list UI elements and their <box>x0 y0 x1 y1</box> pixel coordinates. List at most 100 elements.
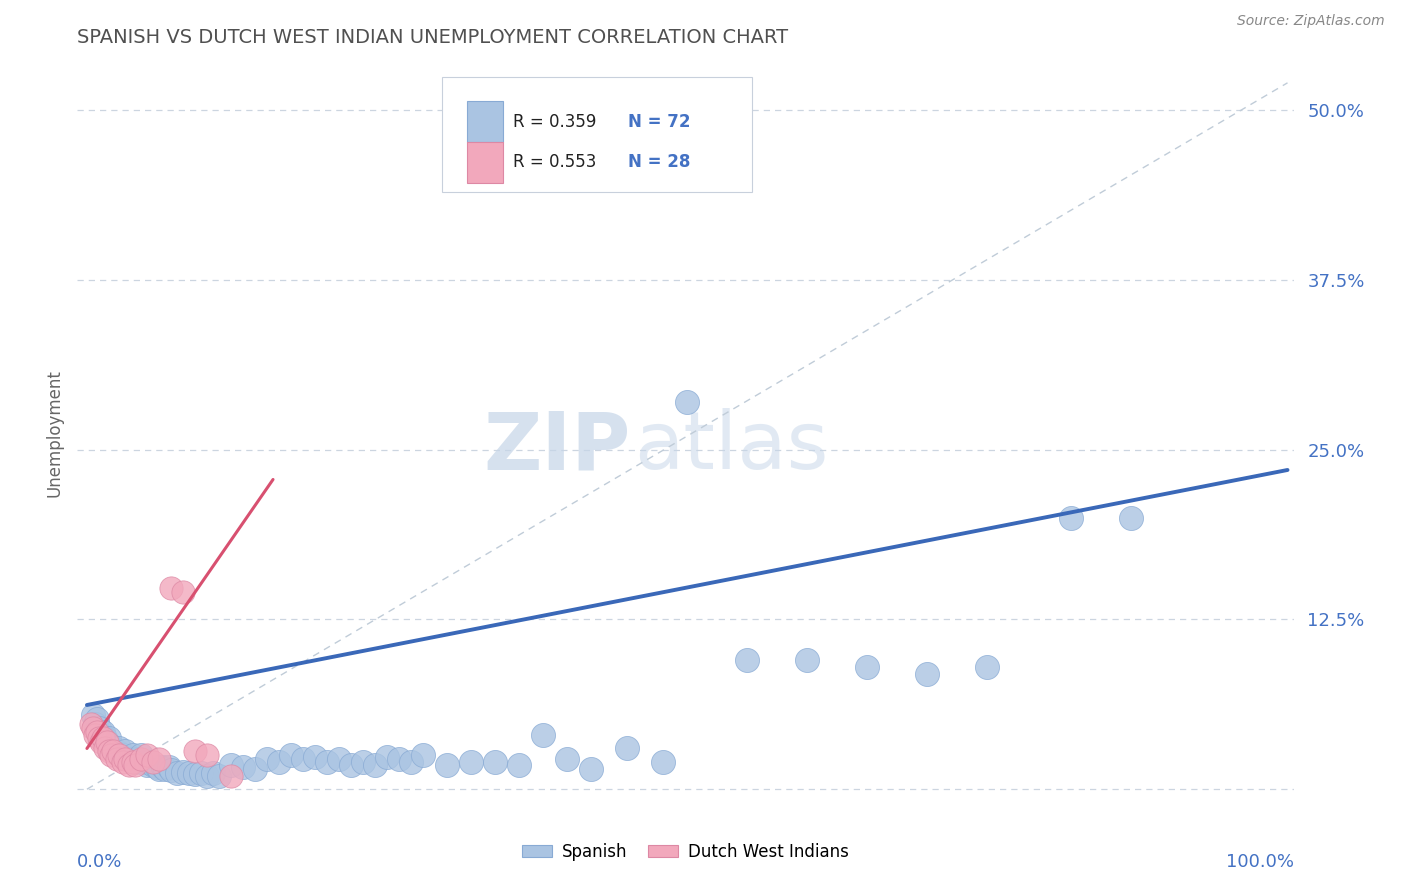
Point <box>280 748 302 763</box>
Point <box>676 395 699 409</box>
Point <box>484 755 506 769</box>
Point <box>412 748 434 763</box>
Point <box>796 653 818 667</box>
Point <box>616 741 638 756</box>
Point <box>96 734 118 748</box>
Point <box>219 757 242 772</box>
Point <box>172 764 194 779</box>
Point <box>184 767 207 781</box>
Point <box>94 741 117 756</box>
Point <box>118 752 141 766</box>
Point <box>114 744 136 758</box>
Point <box>304 749 326 764</box>
Point <box>177 765 200 780</box>
Point <box>97 731 120 745</box>
Point <box>157 760 180 774</box>
Point <box>86 712 108 726</box>
Point <box>856 660 879 674</box>
Point <box>91 725 114 739</box>
Point <box>579 762 602 776</box>
Point <box>96 734 118 748</box>
Text: N = 72: N = 72 <box>628 112 690 130</box>
Point <box>129 752 152 766</box>
Point <box>555 752 578 766</box>
Point <box>352 755 374 769</box>
Point <box>90 734 112 748</box>
Point <box>243 762 266 776</box>
Point <box>94 731 117 745</box>
Text: Source: ZipAtlas.com: Source: ZipAtlas.com <box>1237 14 1385 29</box>
Point <box>219 769 242 783</box>
Point <box>105 744 128 758</box>
Point <box>172 585 194 599</box>
Point <box>652 755 675 769</box>
Point <box>100 739 122 753</box>
Point <box>531 728 554 742</box>
Point <box>195 748 218 763</box>
Point <box>108 748 131 763</box>
Point <box>152 760 174 774</box>
Point <box>84 717 107 731</box>
Point <box>148 762 170 776</box>
Point <box>142 757 165 772</box>
Point <box>256 752 278 766</box>
Point <box>436 757 458 772</box>
Point <box>142 755 165 769</box>
Point <box>82 721 104 735</box>
Point <box>160 763 183 777</box>
Point <box>105 752 128 766</box>
Point <box>111 748 134 763</box>
Point <box>124 755 146 769</box>
Text: SPANISH VS DUTCH WEST INDIAN UNEMPLOYMENT CORRELATION CHART: SPANISH VS DUTCH WEST INDIAN UNEMPLOYMEN… <box>77 28 789 47</box>
Point <box>111 755 134 769</box>
Point <box>108 741 131 756</box>
Bar <box>467 142 503 183</box>
Text: N = 28: N = 28 <box>628 153 690 171</box>
Point <box>160 581 183 595</box>
Point <box>148 752 170 766</box>
Point <box>129 748 152 763</box>
Point <box>87 731 110 745</box>
Point <box>195 769 218 783</box>
Point <box>87 721 110 735</box>
Point <box>364 757 387 772</box>
Text: atlas: atlas <box>634 409 828 486</box>
Point <box>153 762 176 776</box>
Point <box>232 760 254 774</box>
Text: R = 0.553: R = 0.553 <box>513 153 596 171</box>
Point <box>735 653 758 667</box>
Point <box>184 744 207 758</box>
Point <box>114 752 136 766</box>
Point <box>1121 510 1143 524</box>
Point <box>82 707 104 722</box>
Point <box>138 755 160 769</box>
Point <box>91 731 114 745</box>
Point <box>121 755 143 769</box>
Point <box>97 744 120 758</box>
Point <box>118 757 141 772</box>
Text: R = 0.359: R = 0.359 <box>513 112 596 130</box>
Bar <box>467 102 503 142</box>
Point <box>375 749 398 764</box>
Point <box>124 757 146 772</box>
Point <box>136 757 159 772</box>
Point <box>340 757 363 772</box>
Point <box>127 752 149 766</box>
Point <box>399 755 422 769</box>
Point <box>328 752 350 766</box>
Point <box>208 769 231 783</box>
Point <box>292 752 315 766</box>
Legend: Spanish, Dutch West Indians: Spanish, Dutch West Indians <box>522 843 849 861</box>
Point <box>103 741 125 756</box>
Point <box>100 748 122 763</box>
Point <box>190 765 212 780</box>
Point <box>90 728 112 742</box>
Point <box>166 765 188 780</box>
FancyBboxPatch shape <box>441 78 752 192</box>
Point <box>136 748 159 763</box>
Point <box>1060 510 1083 524</box>
Point <box>121 748 143 763</box>
Point <box>79 717 101 731</box>
Point <box>145 760 167 774</box>
Point <box>508 757 530 772</box>
